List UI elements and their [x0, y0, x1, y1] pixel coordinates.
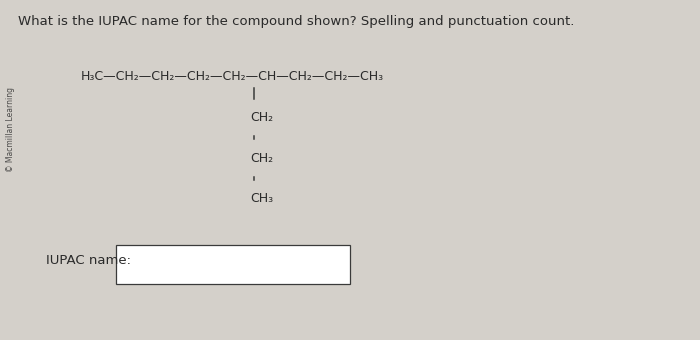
Text: H₃C—CH₂—CH₂—CH₂—CH₂—CH—CH₂—CH₂—CH₃: H₃C—CH₂—CH₂—CH₂—CH₂—CH—CH₂—CH₂—CH₃	[80, 70, 384, 83]
Text: CH₂: CH₂	[251, 111, 274, 124]
Text: IUPAC name:: IUPAC name:	[46, 254, 130, 267]
Text: CH₂: CH₂	[251, 152, 274, 165]
Text: What is the IUPAC name for the compound shown? Spelling and punctuation count.: What is the IUPAC name for the compound …	[18, 15, 574, 28]
FancyBboxPatch shape	[116, 245, 350, 284]
Text: © Macmillan Learning: © Macmillan Learning	[6, 87, 15, 172]
Text: CH₃: CH₃	[251, 192, 274, 205]
